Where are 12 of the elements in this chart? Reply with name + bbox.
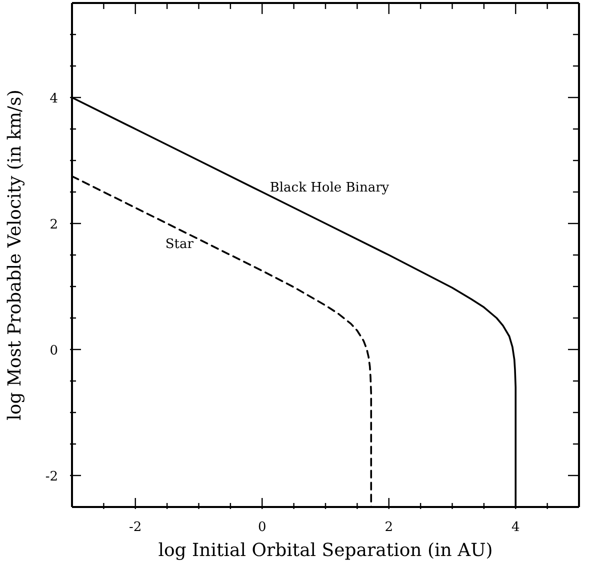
y-axis-title: log Most Probable Velocity (in km/s) xyxy=(4,90,26,420)
y-tick-label: 4 xyxy=(50,92,58,106)
y-tick-label: -2 xyxy=(45,470,58,484)
series-label: Star xyxy=(165,236,194,252)
y-tick-label: 2 xyxy=(50,218,58,232)
x-tick-label: -2 xyxy=(129,520,142,535)
x-axis-title: log Initial Orbital Separation (in AU) xyxy=(158,540,493,561)
y-tick-label: 0 xyxy=(50,344,58,358)
x-tick-label: 4 xyxy=(511,520,520,535)
series-label: Black Hole Binary xyxy=(270,180,390,196)
x-tick-label: 2 xyxy=(384,520,394,535)
x-tick-label: 0 xyxy=(258,520,266,535)
